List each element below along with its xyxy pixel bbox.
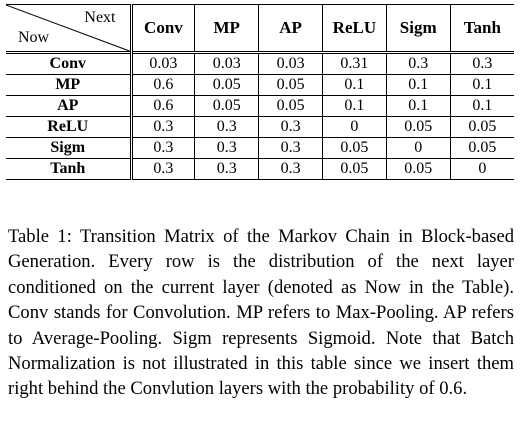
table-row: Sigm 0.3 0.3 0.3 0.05 0 0.05: [6, 137, 514, 159]
table-cell: 0.3: [258, 158, 323, 180]
table-cell: 0.1: [450, 95, 514, 117]
table-cell: 0.31: [322, 52, 387, 75]
table-cell: 0.1: [322, 74, 387, 96]
table-cell: 0.3: [194, 116, 260, 138]
column-header: AP: [258, 4, 323, 53]
table-cell: 0.05: [450, 137, 514, 159]
table-row: Tanh 0.3 0.3 0.3 0.05 0.05 0: [6, 158, 514, 180]
transition-matrix-table-container: Next Now Conv MP AP ReLU Sigm Tanh Conv …: [6, 4, 514, 180]
corner-header-cell: Next Now: [6, 4, 133, 53]
table-caption: Table 1: Transition Matrix of the Markov…: [8, 226, 514, 400]
table-cell: 0.3: [258, 137, 323, 159]
table-cell: 0.3: [194, 158, 260, 180]
table-cell: 0.3: [386, 52, 451, 75]
transition-matrix-table: Next Now Conv MP AP ReLU Sigm Tanh Conv …: [6, 4, 514, 180]
table-cell: 0.3: [131, 137, 196, 159]
table-cell: 0.3: [131, 158, 196, 180]
table-cell: 0.05: [386, 158, 451, 180]
table-row: MP 0.6 0.05 0.05 0.1 0.1 0.1: [6, 74, 514, 96]
table-cell: 0.03: [258, 52, 323, 75]
column-header: Conv: [131, 4, 196, 53]
row-label: MP: [6, 74, 133, 96]
table-cell: 0.3: [258, 116, 323, 138]
row-label: Conv: [6, 52, 133, 75]
table-cell: 0.1: [386, 74, 451, 96]
table-cell: 0.05: [450, 116, 514, 138]
table-cell: 0.05: [322, 158, 387, 180]
table-row: ReLU 0.3 0.3 0.3 0 0.05 0.05: [6, 116, 514, 138]
table-cell: 0.05: [322, 137, 387, 159]
table-cell: 0.6: [131, 95, 196, 117]
table-cell: 0.05: [194, 95, 260, 117]
table-row: Conv 0.03 0.03 0.03 0.31 0.3 0.3: [6, 52, 514, 75]
table-cell: 0.3: [450, 52, 514, 75]
corner-next-label: Next: [84, 9, 116, 26]
table-cell: 0.1: [386, 95, 451, 117]
row-label: Tanh: [6, 158, 133, 180]
row-label: ReLU: [6, 116, 133, 138]
table-cell: 0.05: [386, 116, 451, 138]
table-cell: 0.1: [450, 74, 514, 96]
table-cell: 0: [322, 116, 387, 138]
column-header: Sigm: [386, 4, 451, 53]
table-cell: 0.05: [258, 95, 323, 117]
table-cell: 0.05: [194, 74, 260, 96]
row-label: AP: [6, 95, 133, 117]
table-row: AP 0.6 0.05 0.05 0.1 0.1 0.1: [6, 95, 514, 117]
table-cell: 0: [450, 158, 514, 180]
corner-now-label: Now: [18, 29, 50, 46]
table-header-row: Next Now Conv MP AP ReLU Sigm Tanh: [6, 4, 514, 53]
table-cell: 0.1: [322, 95, 387, 117]
table-cell: 0.05: [258, 74, 323, 96]
corner-diagonal-line: [6, 5, 130, 51]
table-cell: 0.6: [131, 74, 196, 96]
table-cell: 0.3: [194, 137, 260, 159]
column-header: Tanh: [463, 18, 501, 37]
table-cell: 0: [386, 137, 451, 159]
table-cell: 0.03: [194, 52, 260, 75]
table-cell: 0.3: [131, 116, 196, 138]
table-cell: 0.03: [131, 52, 196, 75]
row-label: Sigm: [6, 137, 133, 159]
column-header: ReLU: [322, 4, 387, 53]
column-header: MP: [194, 4, 260, 53]
